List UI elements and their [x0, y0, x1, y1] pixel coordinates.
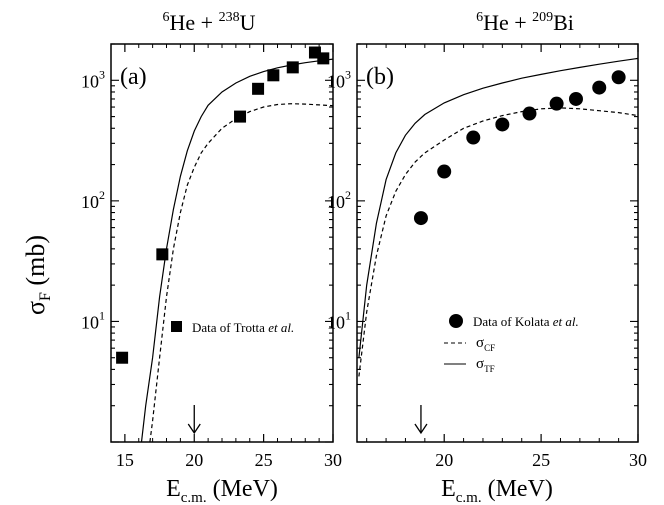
panel-a: 6He + 238U 15 20 25 30 101 102 103 (a) Data of… — [81, 10, 342, 505]
data-point-circle — [549, 96, 564, 111]
panel-b: 6He + 209Bi 20 25 30 101 102 103 (b) Data of … — [327, 10, 647, 505]
x-tick-label: 30 — [629, 450, 647, 470]
title-part: 238 — [219, 10, 240, 25]
panel-b-frame — [356, 43, 639, 443]
x-tick-label: 15 — [116, 450, 134, 470]
panel-b-legend: Data of Kolata et al. σCF σTF — [444, 314, 579, 374]
x-tick-label: 20 — [435, 450, 453, 470]
panel-a-label: (a) — [120, 64, 147, 90]
panel-a-legend: Data of Trotta et al. — [171, 320, 294, 335]
legend-label: Data of Trotta et al. — [192, 320, 294, 335]
data-point-square — [252, 82, 265, 95]
legend-points-label: Data of Kolata et al. — [473, 314, 579, 329]
title-part: U — [240, 10, 256, 35]
data-point-square — [286, 61, 299, 74]
data-point-square — [116, 351, 129, 364]
barrier-arrow-head — [187, 423, 201, 435]
data-point-circle — [592, 80, 607, 95]
legend-circle-marker — [449, 314, 463, 328]
y-tick-label: 102 — [327, 188, 351, 212]
title-part: 6 — [476, 10, 483, 25]
legend-cf-label: σCF — [476, 335, 495, 353]
legend-square-marker — [171, 321, 182, 332]
y-axis-label: σF (mb) — [21, 235, 54, 315]
data-point-circle — [495, 117, 510, 132]
panel-a-title: 6He + 238U — [163, 10, 256, 35]
y-tick-label: 101 — [327, 308, 351, 332]
data-point-circle — [522, 106, 537, 121]
curve-cf-dashed — [149, 103, 333, 442]
data-point-circle — [568, 91, 583, 106]
panel-b-title: 6He + 209Bi — [476, 10, 574, 35]
data-point-circle — [437, 164, 452, 179]
title-part: 209 — [532, 10, 553, 25]
curve-cf-dashed — [358, 107, 638, 377]
x-tick-label: 20 — [185, 450, 203, 470]
title-part: Bi — [553, 10, 574, 35]
title-part: He + — [170, 10, 219, 35]
panel-b-label: (b) — [366, 64, 394, 90]
panel-b-x-axis-label: Ec.m. (MeV) — [441, 476, 553, 505]
panel-a-x-axis-label: Ec.m. (MeV) — [166, 476, 278, 505]
y-tick-label: 102 — [81, 188, 105, 212]
x-tick-label: 30 — [324, 450, 342, 470]
data-point-square — [234, 110, 247, 123]
data-point-circle — [413, 211, 428, 226]
legend-tf-label: σTF — [476, 356, 495, 374]
panel-a-frame — [110, 43, 334, 443]
curve-tf-solid — [358, 57, 638, 358]
data-point-circle — [611, 70, 626, 85]
y-tick-label: 103 — [81, 67, 105, 91]
x-tick-label: 25 — [532, 450, 550, 470]
barrier-arrow-head — [414, 423, 428, 435]
title-part: He + — [483, 10, 532, 35]
y-tick-label: 103 — [327, 67, 351, 91]
data-point-square — [156, 248, 169, 261]
data-point-circle — [466, 130, 481, 145]
x-tick-label: 25 — [255, 450, 273, 470]
data-point-square — [317, 52, 330, 65]
title-part: 6 — [163, 10, 170, 25]
data-point-square — [267, 69, 280, 82]
y-tick-label: 101 — [81, 308, 105, 332]
